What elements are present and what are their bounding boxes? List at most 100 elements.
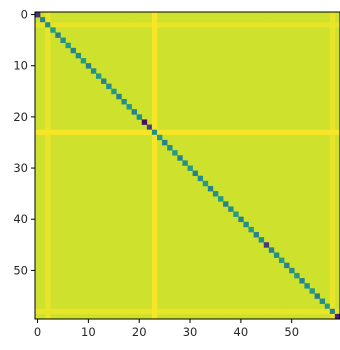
heatmap-cell-2-12 <box>96 22 102 28</box>
heatmap-cell-0-23 <box>151 12 158 18</box>
heatmap-cell-23-29 <box>182 129 188 136</box>
heatmap-cell-41-41 <box>243 221 249 228</box>
heatmap-cell-23-47 <box>273 129 280 136</box>
heatmap-cell-36-2 <box>45 196 51 202</box>
heatmap-cell-12-23 <box>151 73 158 79</box>
heatmap-cell-5-5 <box>60 37 66 43</box>
heatmap-cell-40-40 <box>238 216 244 223</box>
heatmap-cell-32-32 <box>197 175 204 182</box>
heatmap-cell-23-50 <box>289 129 295 136</box>
heatmap-cell-2-7 <box>70 22 76 28</box>
heatmap-cell-22-58 <box>329 124 336 130</box>
heatmap-cell-19-23 <box>151 109 158 115</box>
heatmap-cell-3-58 <box>329 27 336 33</box>
heatmap-cell-2-32 <box>197 22 204 28</box>
heatmap-cell-58-21 <box>141 308 148 315</box>
heatmap-cell-2-11 <box>90 22 97 28</box>
heatmap-cell-2-31 <box>192 22 198 28</box>
heatmap-cell-43-58 <box>329 232 336 238</box>
heatmap-cell-58-17 <box>121 308 127 315</box>
heatmap-cell-48-48 <box>279 257 285 264</box>
y-tick-label: 50 <box>13 263 28 277</box>
heatmap-cell-23-37 <box>223 129 229 136</box>
heatmap-cell-23-8 <box>75 129 82 136</box>
heatmap-cell-2-44 <box>258 22 265 28</box>
heatmap-cell-21-21 <box>141 119 148 125</box>
heatmap-cell-12-58 <box>329 73 336 79</box>
heatmap-cell-23-30 <box>187 129 193 136</box>
heatmap-cell-41-2 <box>45 221 51 228</box>
heatmap-cell-23-58 <box>329 129 336 136</box>
heatmap-cell-55-23 <box>151 293 158 299</box>
heatmap-cell-29-23 <box>151 160 158 166</box>
heatmap-cell-12-12 <box>96 73 102 79</box>
heatmap-cell-2-6 <box>65 22 71 28</box>
heatmap-cell-34-34 <box>207 185 214 192</box>
heatmap-cell-32-2 <box>45 175 51 182</box>
heatmap-cell-23-7 <box>70 129 76 136</box>
heatmap-cell-7-7 <box>70 47 76 54</box>
heatmap-cell-24-23 <box>151 134 158 141</box>
heatmap-cell-23-34 <box>207 129 214 136</box>
heatmap-cell-0-2 <box>45 12 51 18</box>
heatmap-cell-2-55 <box>314 22 320 28</box>
heatmap-cell-2-46 <box>268 22 275 28</box>
heatmap-cell-20-2 <box>45 114 51 120</box>
heatmap-cell-2-8 <box>75 22 82 28</box>
heatmap-cell-2-15 <box>111 22 117 28</box>
heatmap-cell-2-51 <box>294 22 300 28</box>
heatmap-cell-36-58 <box>329 196 336 202</box>
heatmap-cell-2-27 <box>172 22 178 28</box>
heatmap-cell-10-2 <box>45 63 51 69</box>
heatmap-cell-58-44 <box>258 308 265 315</box>
heatmap-cell-58-19 <box>131 308 137 315</box>
y-tick-label: 0 <box>21 8 28 22</box>
heatmap-cell-58-36 <box>218 308 224 315</box>
heatmap-cell-58-30 <box>187 308 193 315</box>
heatmap-cell-27-58 <box>329 150 336 156</box>
heatmap-cell-8-23 <box>151 52 158 59</box>
heatmap-cell-58-47 <box>273 308 280 315</box>
heatmap-cell-23-54 <box>309 129 315 136</box>
heatmap-cell-58-20 <box>136 308 143 315</box>
heatmap-cell-23-12 <box>96 129 102 136</box>
heatmap-cell-59-58 <box>329 313 336 320</box>
heatmap-cell-1-1 <box>40 17 46 23</box>
heatmap-cell-2-28 <box>177 22 183 28</box>
heatmap-cell-47-58 <box>329 252 336 258</box>
heatmap-cell-10-23 <box>151 63 158 69</box>
heatmap-cell-58-41 <box>243 308 249 315</box>
heatmap-cell-21-23 <box>151 119 158 125</box>
heatmap-cell-2-43 <box>253 22 259 28</box>
heatmap-cell-48-23 <box>151 257 158 264</box>
heatmap-cell-58-16 <box>116 308 122 315</box>
heatmap-cell-58-31 <box>192 308 198 315</box>
heatmap-cell-37-58 <box>329 201 336 207</box>
heatmap-cell-26-58 <box>329 145 336 151</box>
heatmap-cell-54-2 <box>45 288 51 294</box>
heatmap-cell-23-9 <box>80 129 87 136</box>
heatmap-cell-58-37 <box>223 308 229 315</box>
heatmap-cell-45-45 <box>263 242 270 248</box>
heatmap-cell-41-23 <box>151 221 158 228</box>
heatmap-cell-37-23 <box>151 201 158 207</box>
heatmap-cell-6-23 <box>151 42 158 49</box>
heatmap-cell-2-45 <box>263 22 270 28</box>
heatmap-cell-23-45 <box>263 129 270 136</box>
heatmap-cell-2-20 <box>136 22 143 28</box>
heatmap-cell-23-36 <box>218 129 224 136</box>
heatmap-cell-58-35 <box>212 308 219 315</box>
heatmap-cell-58-26 <box>167 308 173 315</box>
heatmap-cell-39-23 <box>151 211 158 217</box>
heatmap-cell-58-58 <box>329 308 336 315</box>
heatmap-cell-25-23 <box>151 139 158 146</box>
heatmap-cell-2-52 <box>299 22 305 28</box>
heatmap-cell-2-34 <box>207 22 214 28</box>
heatmap-cell-23-46 <box>268 129 275 136</box>
heatmap-cell-49-58 <box>329 262 336 269</box>
heatmap-cell-18-18 <box>126 104 132 110</box>
heatmap-cell-58-57 <box>324 308 331 315</box>
heatmap-cell-58-51 <box>294 308 300 315</box>
heatmap-cell-57-2 <box>45 303 51 310</box>
